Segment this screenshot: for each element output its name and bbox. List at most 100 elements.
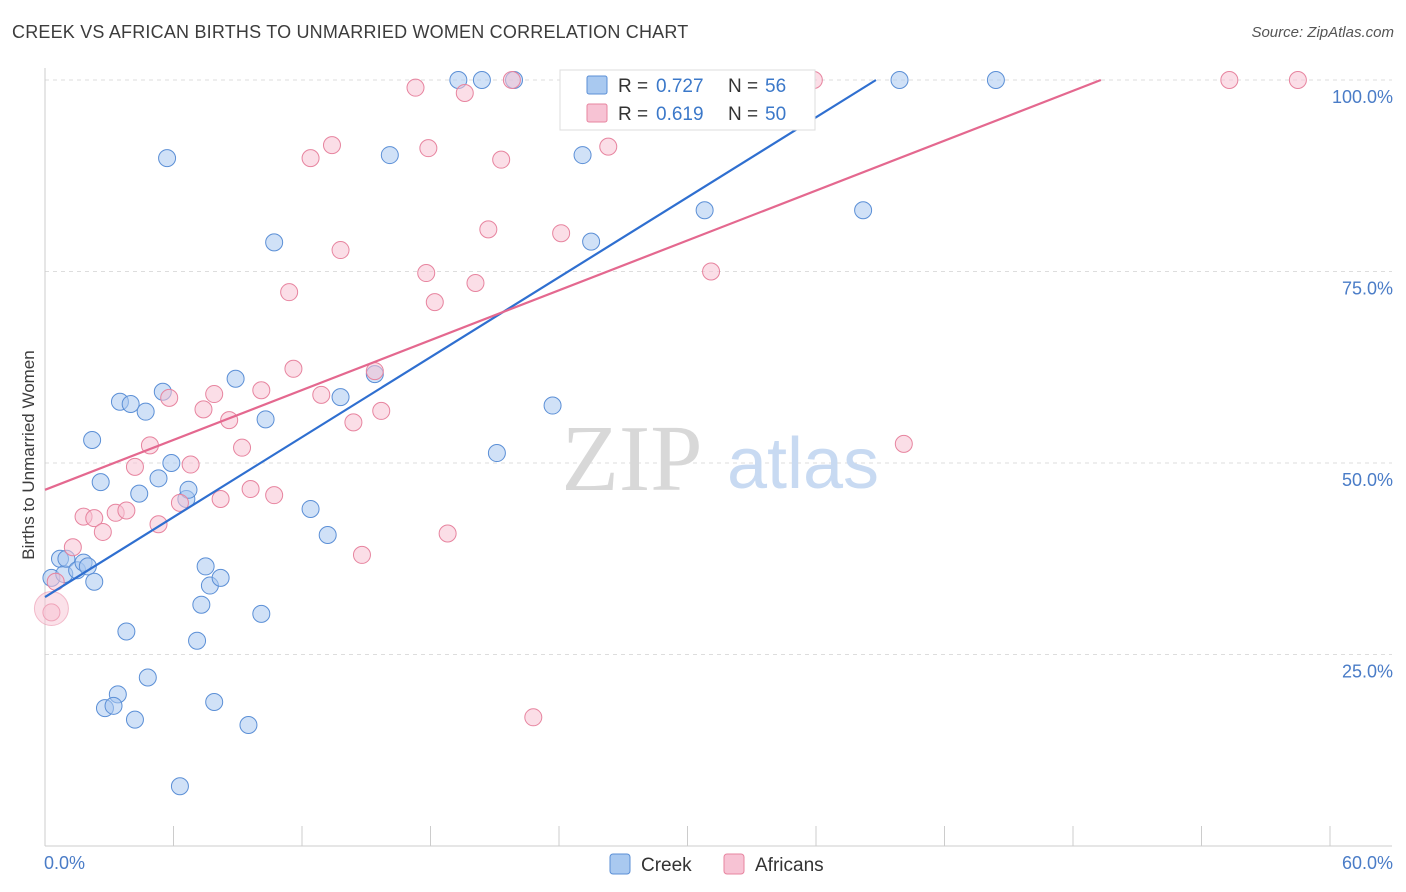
point-africans xyxy=(425,293,444,312)
point-creek xyxy=(136,402,155,421)
point-creek xyxy=(83,431,102,450)
point-africans xyxy=(301,149,320,168)
point-africans xyxy=(466,273,485,292)
x-tick-label-min: 0.0% xyxy=(44,853,85,873)
point-creek xyxy=(104,696,123,715)
point-creek xyxy=(226,369,245,388)
legend: R = 0.727 N = 56 R = 0.619 N = 50 xyxy=(559,69,816,131)
point-creek xyxy=(472,71,491,89)
legend-n-label: N = xyxy=(728,76,758,97)
point-creek xyxy=(573,146,592,165)
point-creek xyxy=(211,568,230,587)
point-creek xyxy=(170,777,189,796)
y-tick-label: 50.0% xyxy=(1342,470,1393,490)
point-africans xyxy=(502,71,521,89)
point-africans xyxy=(417,264,436,283)
point-africans xyxy=(170,493,189,512)
bottom-legend: Creek Africans xyxy=(609,853,824,876)
point-africans xyxy=(280,283,299,302)
point-creek xyxy=(192,595,211,614)
point-creek xyxy=(487,444,506,463)
trend-line-africans xyxy=(44,78,1102,491)
point-africans xyxy=(181,455,200,474)
point-creek xyxy=(125,710,144,729)
point-africans xyxy=(419,139,438,158)
data-points xyxy=(33,71,1307,796)
point-creek xyxy=(301,499,320,518)
y-tick-label: 75.0% xyxy=(1342,279,1393,299)
point-creek xyxy=(162,454,181,472)
legend-r-label: R = xyxy=(618,76,648,97)
chart-title: CREEK VS AFRICAN BIRTHS TO UNMARRIED WOM… xyxy=(12,22,689,42)
point-africans xyxy=(284,359,303,378)
point-africans xyxy=(372,401,391,420)
point-creek xyxy=(239,715,258,734)
point-creek xyxy=(265,233,284,252)
point-africans xyxy=(205,385,224,404)
x-tick-label-max: 60.0% xyxy=(1342,853,1393,873)
point-creek xyxy=(986,71,1005,89)
bottom-legend-swatch-africans xyxy=(723,853,745,875)
x-tick-labels: 0.0% 60.0% xyxy=(44,853,1393,873)
point-africans xyxy=(312,385,331,404)
trend-line-creek xyxy=(44,79,877,598)
y-tick-label: 25.0% xyxy=(1342,662,1393,682)
legend-swatch-africans xyxy=(586,103,608,123)
point-africans xyxy=(352,545,371,564)
legend-r-label: R = xyxy=(618,104,648,125)
bottom-legend-africans: Africans xyxy=(755,855,824,876)
legend-n-creek: 56 xyxy=(765,76,786,97)
watermark-atlas: atlas xyxy=(727,424,879,504)
y-tick-labels: 25.0% 50.0% 75.0% 100.0% xyxy=(1332,87,1393,682)
point-africans xyxy=(894,434,913,453)
point-creek xyxy=(85,572,104,591)
point-africans xyxy=(492,150,511,169)
point-africans xyxy=(252,381,271,400)
point-creek xyxy=(318,526,337,545)
point-africans xyxy=(85,509,104,528)
point-africans xyxy=(125,457,144,476)
point-creek xyxy=(582,232,601,251)
point-creek xyxy=(78,557,97,576)
point-africans xyxy=(344,413,363,432)
point-africans xyxy=(63,538,82,557)
point-creek xyxy=(117,622,136,641)
point-africans xyxy=(160,388,179,407)
legend-swatch-creek xyxy=(586,75,608,95)
y-tick-label: 100.0% xyxy=(1332,87,1393,107)
legend-r-africans: 0.619 xyxy=(656,104,704,125)
y-axis-label: Births to Unmarried Women xyxy=(19,350,38,559)
point-creek xyxy=(196,557,215,576)
point-creek xyxy=(188,631,207,650)
source-label: Source: ZipAtlas.com xyxy=(1251,24,1394,41)
point-creek xyxy=(252,604,271,623)
bottom-legend-creek: Creek xyxy=(641,855,692,876)
legend-n-africans: 50 xyxy=(765,104,786,125)
point-creek xyxy=(149,469,168,488)
point-africans xyxy=(438,524,457,543)
point-africans xyxy=(322,136,341,155)
point-africans xyxy=(194,400,213,419)
point-africans xyxy=(702,262,721,281)
point-creek xyxy=(543,396,562,415)
point-africans xyxy=(455,84,474,103)
point-creek xyxy=(130,484,149,503)
point-creek xyxy=(91,473,110,492)
point-africans xyxy=(552,224,571,243)
point-creek xyxy=(854,201,873,220)
point-creek xyxy=(256,410,275,429)
point-africans xyxy=(211,490,230,509)
point-creek xyxy=(205,692,224,711)
point-africans xyxy=(524,708,543,727)
point-africans xyxy=(479,220,498,239)
point-africans xyxy=(241,480,260,499)
point-africans xyxy=(331,241,350,260)
trend-lines xyxy=(44,78,1102,598)
point-africans xyxy=(406,78,425,97)
point-africans xyxy=(93,522,112,541)
watermark: ZIP atlas xyxy=(562,407,880,511)
point-creek xyxy=(138,668,157,687)
bottom-legend-swatch-creek xyxy=(609,853,631,875)
point-africans xyxy=(599,137,618,156)
point-creek xyxy=(121,395,140,414)
